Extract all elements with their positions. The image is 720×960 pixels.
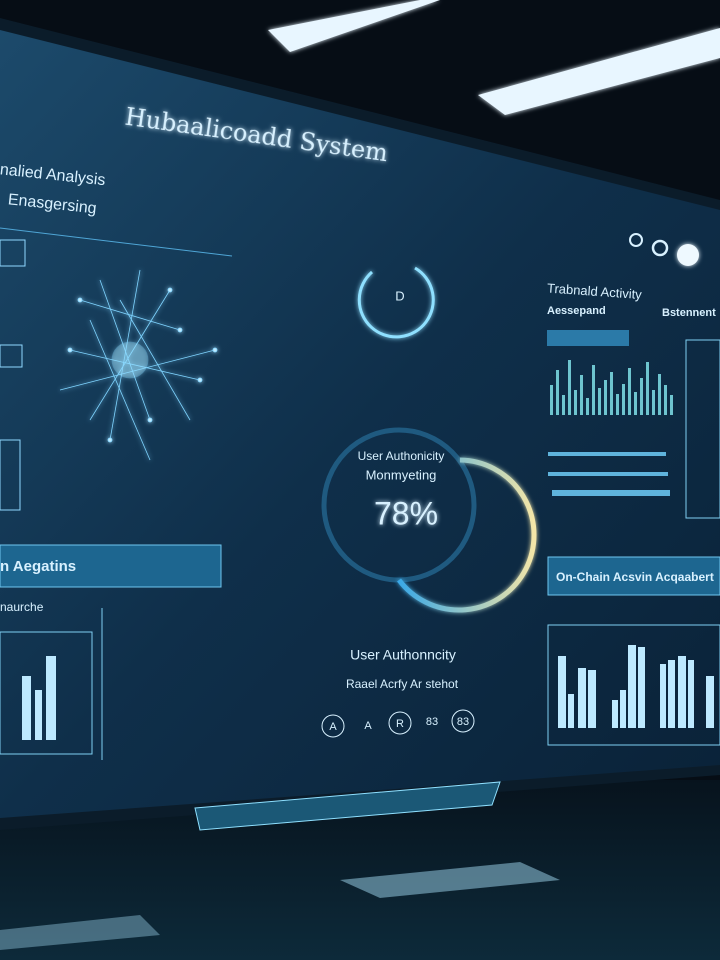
chart-bars [558, 645, 714, 728]
section-bar [547, 556, 720, 596]
ceiling-light [478, 28, 720, 115]
button-label[interactable]: A [329, 721, 337, 733]
widget [0, 344, 23, 368]
section-heading: User Authonncity [350, 647, 456, 663]
floor-reflection [0, 915, 160, 950]
screen [0, 30, 720, 818]
tab[interactable]: Aessepand [547, 305, 606, 317]
status-ring [357, 266, 435, 339]
gauge-label: Monmyeting [366, 467, 437, 482]
ceiling-light [268, 0, 440, 52]
button-label[interactable]: 83 [426, 716, 438, 728]
divider [0, 227, 233, 257]
button[interactable] [321, 714, 345, 738]
widget [0, 439, 21, 511]
chart-label: naurche [0, 600, 44, 614]
button-row: A A R 83 83 [321, 709, 475, 738]
tab-bar [547, 330, 629, 346]
chart-frame [547, 624, 720, 746]
mini-chart [0, 631, 93, 755]
gauge-value: 78% [374, 495, 438, 531]
button-label[interactable]: R [396, 718, 404, 730]
widget [0, 239, 26, 267]
widget [685, 339, 720, 519]
panel-title: Trabnald Activity [547, 280, 643, 302]
gauge-label: User Authonicity [358, 449, 445, 463]
icon-toggle[interactable] [677, 244, 699, 266]
section-title: On-Chain Acsvin Acqaabert [556, 570, 714, 584]
network-graphic [59, 269, 218, 461]
icon [651, 239, 669, 257]
tab[interactable]: Bstennent [662, 307, 716, 319]
section-bar [0, 544, 222, 588]
gauge-ring [397, 457, 537, 613]
button[interactable] [451, 709, 475, 733]
section-title: n Aegatins [0, 558, 76, 575]
button-label[interactable]: A [364, 720, 372, 732]
section-subheading: Raael Acrfy Ar stehot [346, 677, 459, 691]
status-icon: D [395, 288, 404, 303]
mini-chart-bars [22, 656, 56, 740]
progress-rows [548, 452, 670, 496]
monitor-stand [194, 781, 501, 831]
activity-chart [550, 360, 673, 415]
button-label[interactable]: 83 [457, 716, 469, 728]
icon [629, 233, 643, 247]
floor-reflection [340, 862, 560, 898]
button[interactable] [388, 711, 412, 735]
